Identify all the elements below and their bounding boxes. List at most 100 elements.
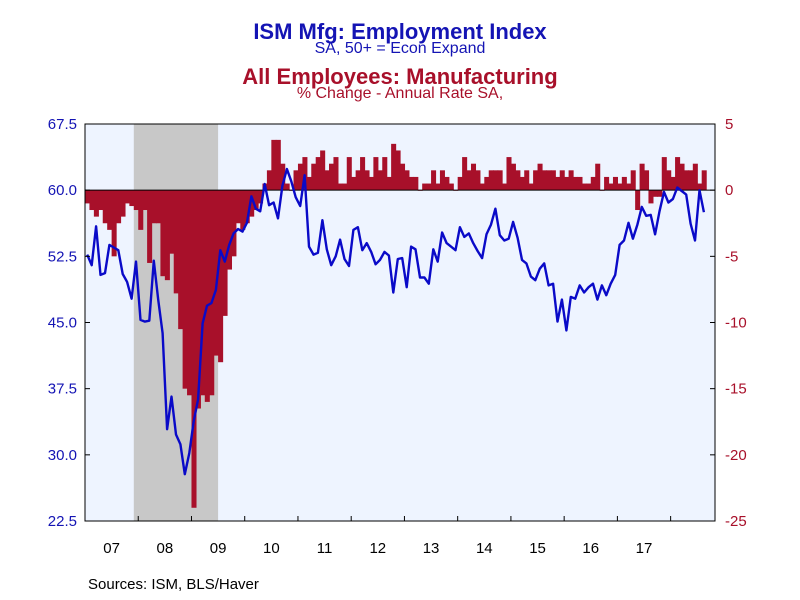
employment-bar [249, 190, 255, 217]
employment-bar [120, 190, 126, 217]
employment-bar [129, 190, 135, 207]
chart-title-ism: ISM Mfg: Employment Index [253, 19, 547, 44]
employment-bar [533, 170, 539, 191]
chart-subtitle-employment: % Change - Annual Rate SA, [296, 85, 504, 102]
right-axis-label: -20 [725, 447, 747, 464]
employment-bar [590, 176, 596, 191]
employment-bar [479, 183, 485, 191]
employment-bar [506, 157, 512, 191]
employment-bar [240, 190, 246, 230]
employment-bar [435, 183, 441, 191]
employment-bar [550, 170, 556, 191]
x-axis-label: 12 [369, 540, 386, 557]
employment-bar [391, 143, 397, 191]
employment-bar [404, 170, 410, 191]
employment-bar [231, 190, 237, 257]
employment-bar [675, 157, 681, 191]
employment-bar [573, 176, 579, 191]
employment-bar [218, 190, 224, 363]
employment-bar [635, 190, 641, 211]
employment-bar [275, 139, 281, 191]
employment-bar [564, 176, 570, 191]
employment-bar [204, 190, 210, 402]
employment-bar [577, 176, 583, 191]
employment-bar [124, 190, 130, 204]
employment-bar [151, 190, 157, 224]
employment-bar [692, 163, 698, 191]
employment-bar [315, 157, 321, 191]
employment-bar [271, 139, 277, 191]
employment-bar [178, 190, 184, 330]
employment-bar [679, 163, 685, 191]
employment-bar [604, 176, 610, 191]
employment-bar [351, 176, 357, 191]
employment-bar [297, 163, 303, 191]
employment-bar [266, 170, 272, 191]
employment-bar [541, 170, 548, 191]
employment-bar [519, 176, 525, 191]
employment-bar [337, 183, 343, 191]
employment-bar [528, 183, 534, 191]
employment-bar [382, 157, 388, 191]
employment-bar [191, 190, 197, 508]
employment-bar [515, 170, 521, 191]
employment-bar [164, 190, 170, 281]
chart-subtitle-ism: SA, 50+ = Econ Expand [314, 40, 486, 57]
employment-bar [422, 183, 428, 191]
left-axis-label: 30.0 [48, 447, 77, 464]
employment-bar [586, 183, 592, 191]
employment-bar [182, 190, 188, 389]
employment-bar [670, 176, 676, 191]
employment-bar [648, 190, 654, 204]
right-axis-label: -25 [725, 513, 747, 530]
right-axis-label: 0 [725, 182, 733, 199]
left-axis-label: 52.5 [48, 248, 77, 265]
employment-bar [484, 176, 490, 191]
employment-bar [169, 190, 175, 254]
employment-bar [462, 157, 468, 191]
employment-bar [155, 190, 162, 224]
employment-bar [652, 190, 658, 197]
employment-bar [697, 183, 703, 191]
x-axis-label: 07 [103, 540, 120, 557]
employment-bar [195, 190, 201, 409]
employment-bar [102, 190, 108, 224]
employment-bar [284, 183, 290, 191]
employment-bar [253, 190, 259, 211]
employment-bar [342, 183, 348, 191]
left-axis-label: 60.0 [48, 182, 77, 199]
employment-bar [595, 163, 601, 191]
employment-bar [488, 170, 494, 191]
employment-bar [413, 176, 419, 191]
employment-bar [630, 170, 636, 191]
employment-bar [497, 170, 503, 191]
employment-bar [280, 163, 286, 191]
right-axis-label: -5 [725, 248, 738, 265]
employment-bar [364, 170, 370, 191]
employment-bar [466, 170, 472, 191]
employment-bar [581, 183, 587, 191]
right-axis-label: -15 [725, 381, 747, 398]
source-note: Sources: ISM, BLS/Haver [88, 576, 259, 593]
employment-bar [329, 163, 335, 191]
employment-bar [133, 190, 139, 211]
x-axis-label: 10 [263, 540, 280, 557]
left-axis-label: 67.5 [48, 116, 77, 133]
employment-bar [524, 170, 530, 191]
employment-bar [457, 176, 463, 191]
employment-bar [444, 176, 450, 191]
employment-bar [546, 170, 552, 191]
x-axis-label: 11 [317, 540, 333, 557]
employment-bar [355, 170, 361, 191]
employment-bar [661, 157, 667, 191]
employment-bar [666, 170, 672, 191]
employment-bar [688, 170, 694, 191]
employment-bar [502, 183, 508, 191]
employment-bar [644, 170, 650, 191]
employment-bar [617, 183, 623, 191]
employment-bar [475, 170, 481, 191]
employment-bar [559, 170, 565, 191]
employment-bar [85, 190, 91, 204]
employment-bar [448, 183, 454, 191]
